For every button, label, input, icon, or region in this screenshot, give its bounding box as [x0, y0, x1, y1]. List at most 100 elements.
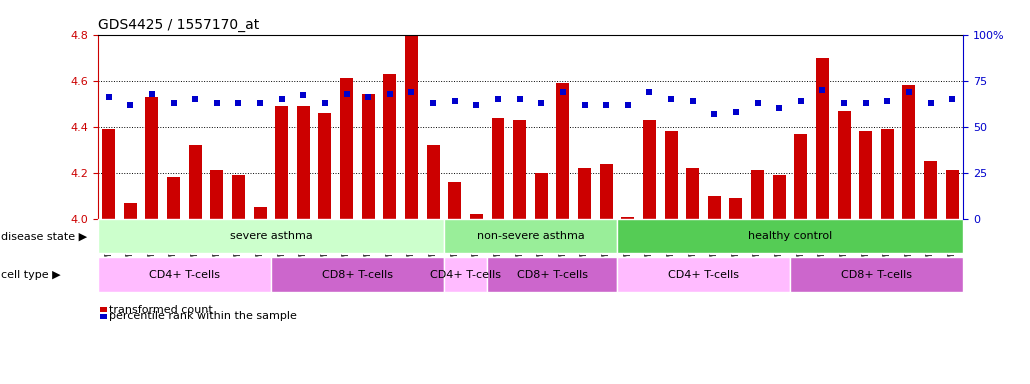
Bar: [902, 85, 916, 219]
Point: [922, 100, 938, 106]
Point: [641, 89, 657, 95]
Bar: [617, 257, 790, 292]
Text: severe asthma: severe asthma: [230, 231, 312, 241]
Bar: [210, 170, 224, 219]
Point: [511, 96, 527, 102]
Text: GDS4425 / 1557170_at: GDS4425 / 1557170_at: [98, 18, 260, 32]
Point: [534, 100, 550, 106]
Text: transformed count: transformed count: [108, 305, 212, 314]
Bar: [535, 173, 548, 219]
Bar: [837, 111, 851, 219]
Point: [381, 91, 398, 97]
Bar: [513, 120, 526, 219]
Bar: [664, 131, 678, 219]
Bar: [617, 219, 963, 253]
Point: [577, 101, 593, 108]
Point: [100, 94, 116, 100]
Text: cell type ▶: cell type ▶: [1, 270, 61, 280]
Point: [446, 98, 462, 104]
Text: CD4+ T-cells: CD4+ T-cells: [431, 270, 501, 280]
Bar: [98, 257, 271, 292]
Bar: [102, 129, 115, 219]
Bar: [98, 219, 444, 253]
Bar: [924, 161, 937, 219]
Point: [295, 92, 311, 98]
Bar: [794, 134, 808, 219]
Bar: [124, 203, 137, 219]
Point: [619, 101, 636, 108]
Bar: [297, 106, 310, 219]
Point: [316, 100, 333, 106]
Bar: [426, 145, 440, 219]
Bar: [275, 106, 288, 219]
Bar: [946, 170, 959, 219]
Bar: [232, 175, 245, 219]
Point: [706, 111, 722, 117]
Point: [814, 87, 830, 93]
Point: [424, 100, 441, 106]
Point: [943, 96, 960, 102]
Bar: [881, 129, 894, 219]
Text: non-severe asthma: non-severe asthma: [477, 231, 584, 241]
Text: disease state ▶: disease state ▶: [1, 231, 88, 241]
Point: [770, 105, 787, 111]
Point: [230, 100, 247, 106]
Bar: [253, 207, 267, 219]
Point: [489, 96, 506, 102]
Point: [900, 89, 917, 95]
Bar: [188, 145, 202, 219]
Text: healthy control: healthy control: [748, 231, 832, 241]
Bar: [708, 196, 721, 219]
Bar: [686, 168, 699, 219]
Point: [186, 96, 203, 102]
Point: [879, 98, 895, 104]
Point: [792, 98, 809, 104]
Point: [273, 96, 290, 102]
Point: [165, 100, 181, 106]
Bar: [578, 168, 591, 219]
Bar: [405, 35, 418, 219]
Bar: [444, 219, 617, 253]
Bar: [621, 217, 634, 219]
Bar: [145, 97, 159, 219]
Point: [359, 94, 376, 100]
Bar: [643, 120, 656, 219]
Point: [857, 100, 873, 106]
Bar: [491, 118, 505, 219]
Bar: [772, 175, 786, 219]
Point: [663, 96, 680, 102]
Text: CD4+ T-cells: CD4+ T-cells: [149, 270, 219, 280]
Point: [403, 89, 420, 95]
Point: [468, 101, 484, 108]
Point: [597, 101, 614, 108]
Bar: [448, 182, 461, 219]
Point: [749, 100, 765, 106]
Point: [835, 100, 852, 106]
Bar: [383, 74, 397, 219]
Text: CD4+ T-cells: CD4+ T-cells: [668, 270, 739, 280]
Point: [208, 100, 225, 106]
Bar: [751, 170, 764, 219]
Bar: [556, 83, 570, 219]
Bar: [271, 257, 444, 292]
Bar: [599, 164, 613, 219]
Point: [251, 100, 268, 106]
Bar: [362, 94, 375, 219]
Point: [684, 98, 700, 104]
Bar: [340, 78, 353, 219]
Point: [122, 101, 138, 108]
Bar: [470, 214, 483, 219]
Bar: [790, 257, 963, 292]
Point: [143, 91, 160, 97]
Bar: [729, 198, 743, 219]
Point: [727, 109, 744, 115]
Text: CD8+ T-cells: CD8+ T-cells: [517, 270, 587, 280]
Bar: [816, 58, 829, 219]
Point: [338, 91, 354, 97]
Bar: [487, 257, 617, 292]
Text: CD8+ T-cells: CD8+ T-cells: [322, 270, 392, 280]
Text: percentile rank within the sample: percentile rank within the sample: [108, 311, 297, 321]
Bar: [167, 177, 180, 219]
Text: CD8+ T-cells: CD8+ T-cells: [842, 270, 912, 280]
Bar: [859, 131, 872, 219]
